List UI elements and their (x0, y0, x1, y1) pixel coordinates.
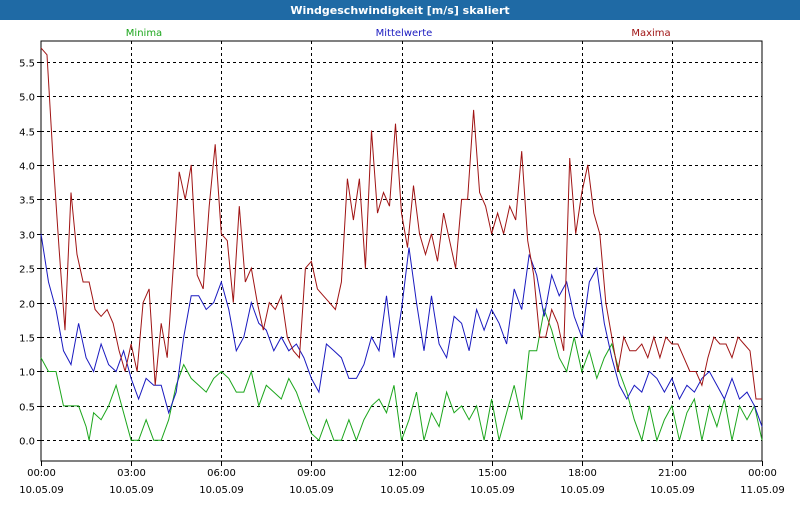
y-tick-label: 0.5 (19, 403, 35, 414)
x-tick-time: 15:00 (478, 468, 507, 479)
y-tick-label: 5.0 (19, 93, 35, 104)
x-tick-time: 00:00 (748, 468, 777, 479)
x-tick-time: 18:00 (568, 468, 597, 479)
x-tick-date: 10.05.09 (199, 485, 244, 496)
y-tick-label: 4.0 (19, 162, 35, 173)
x-tick-time: 21:00 (658, 468, 687, 479)
x-tick-date: 10.05.09 (289, 485, 334, 496)
x-tick-date: 10.05.09 (380, 485, 425, 496)
x-tick-date: 10.05.09 (560, 485, 605, 496)
y-tick-label: 0.0 (19, 437, 35, 448)
y-tick-label: 3.0 (19, 231, 35, 242)
y-tick-label: 3.5 (19, 196, 35, 207)
chart-area: Minima Mittelwerte Maxima 0.0 0.5 1.0 1.5 2.… (0, 20, 800, 500)
series-line-maxima (40, 47, 762, 400)
x-tick-date: 11.05.09 (740, 485, 785, 496)
y-tick-label: 2.0 (19, 300, 35, 311)
legend-maxima: Maxima (631, 28, 670, 39)
x-tick-time: 06:00 (207, 468, 236, 479)
series-line-minima (40, 307, 763, 443)
x-tick-time: 09:00 (297, 468, 326, 479)
series-line-mittelwerte (40, 233, 763, 427)
x-tick-time: 03:00 (117, 468, 146, 479)
plot-frame (40, 40, 763, 462)
x-tick-date: 10.05.09 (19, 485, 64, 496)
wind-speed-chart: Minima Mittelwerte Maxima 0.0 0.5 1.0 1.5 2.… (19, 28, 785, 496)
y-tick-label: 5.5 (19, 59, 35, 70)
x-tick-time: 12:00 (388, 468, 417, 479)
x-tick-date: 10.05.09 (109, 485, 154, 496)
y-tick-label: 1.0 (19, 368, 35, 379)
y-tick-label: 4.5 (19, 128, 35, 139)
x-tick-date: 10.05.09 (470, 485, 515, 496)
legend-mittelwerte: Mittelwerte (376, 28, 433, 39)
x-tick-time: 00:00 (27, 468, 56, 479)
legend-minima: Minima (126, 28, 162, 39)
y-tick-label: 1.5 (19, 334, 35, 345)
window-title: Windgeschwindigkeit [m/s] skaliert (290, 3, 510, 17)
y-tick-label: 2.5 (19, 265, 35, 276)
chart-title-bar: Windgeschwindigkeit [m/s] skaliert (0, 0, 800, 20)
x-tick-date: 10.05.09 (650, 485, 695, 496)
